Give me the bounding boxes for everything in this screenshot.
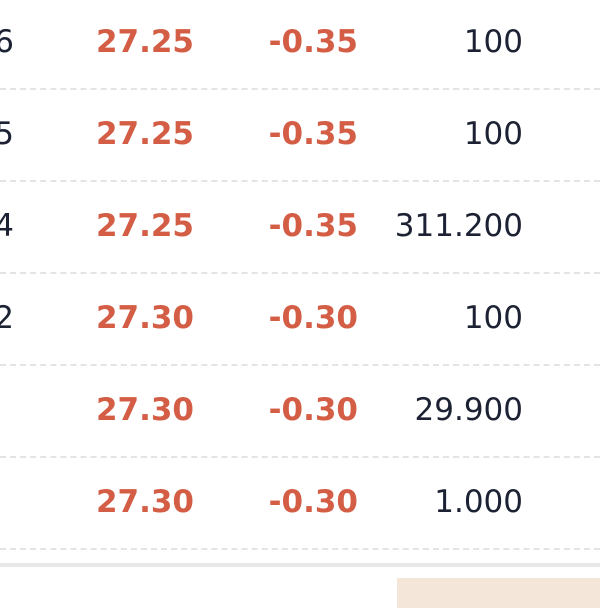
price-cell: 27.25 [95, 208, 194, 244]
change-cell: -0.30 [268, 392, 358, 428]
price-cell: 27.25 [95, 24, 194, 60]
divider [0, 563, 600, 567]
change-cell: -0.35 [268, 208, 358, 244]
volume-cell: 29.900 [414, 392, 523, 428]
change-cell: -0.35 [268, 24, 358, 60]
table-row[interactable]: 2 27.30 -0.30 100 [0, 274, 600, 366]
row-index [0, 366, 14, 456]
table-row[interactable]: 27.30 -0.30 1.000 [0, 458, 600, 550]
change-cell: -0.30 [268, 484, 358, 520]
volume-cell: 100 [463, 300, 523, 336]
change-cell: -0.35 [268, 116, 358, 152]
table-row[interactable]: 4 27.25 -0.35 311.200 [0, 182, 600, 274]
highlight-summary-cell [397, 578, 600, 608]
volume-cell: 100 [463, 116, 523, 152]
price-cell: 27.30 [95, 484, 194, 520]
volume-cell: 1.000 [434, 484, 523, 520]
row-index: 6 [0, 24, 14, 60]
price-cell: 27.30 [95, 300, 194, 336]
price-cell: 27.30 [95, 392, 194, 428]
volume-cell: 100 [463, 24, 523, 60]
change-cell: -0.30 [268, 300, 358, 336]
table-row[interactable]: 27.30 -0.30 29.900 [0, 366, 600, 458]
row-index: 5 [0, 116, 14, 152]
table-row[interactable]: 6 27.25 -0.35 100 [0, 0, 600, 90]
price-cell: 27.25 [95, 116, 194, 152]
row-index: 4 [0, 208, 14, 244]
table-row[interactable]: 5 27.25 -0.35 100 [0, 90, 600, 182]
row-index: 2 [0, 300, 14, 336]
volume-cell: 311.200 [394, 208, 523, 244]
row-index [0, 458, 14, 548]
